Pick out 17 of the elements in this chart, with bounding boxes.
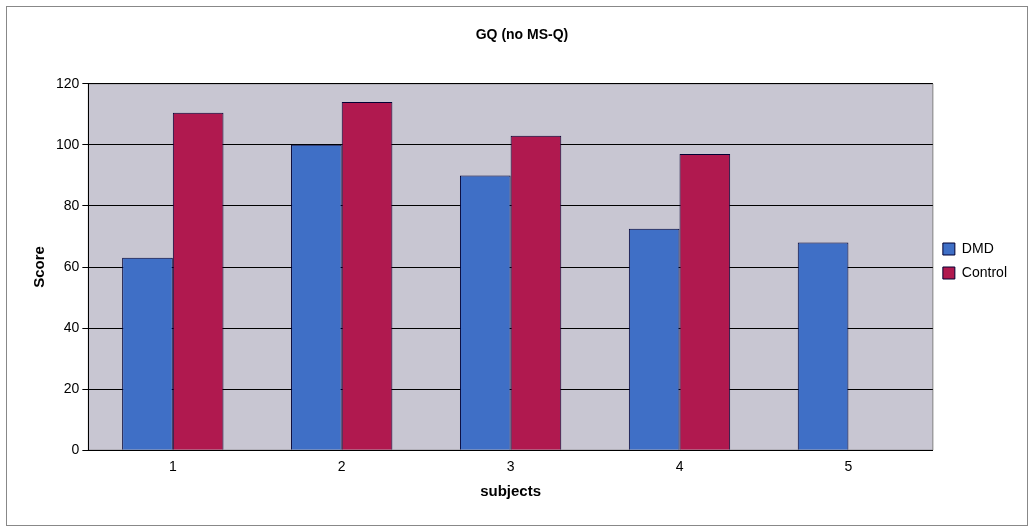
- chart-title: GQ (no MS-Q): [475, 26, 569, 43]
- y-tick-label: 40: [63, 318, 80, 335]
- x-tick-label: 1: [168, 458, 177, 475]
- x-tick-label: 2: [337, 458, 346, 475]
- y-tick-label: 0: [71, 441, 80, 458]
- y-tick-label: 80: [63, 196, 80, 213]
- x-tick-label: 3: [506, 458, 515, 475]
- x-tick-label: 4: [675, 458, 684, 475]
- legend-label: DMD: [961, 239, 994, 256]
- legend-label: Control: [961, 263, 1008, 280]
- y-tick-label: 60: [63, 257, 80, 274]
- y-tick-label: 120: [56, 74, 80, 91]
- x-axis-title: subjects: [480, 482, 542, 500]
- x-tick-label: 5: [844, 458, 853, 475]
- y-tick-label: 100: [56, 135, 80, 152]
- y-tick-label: 20: [63, 379, 80, 396]
- y-axis-title: Score: [30, 246, 48, 288]
